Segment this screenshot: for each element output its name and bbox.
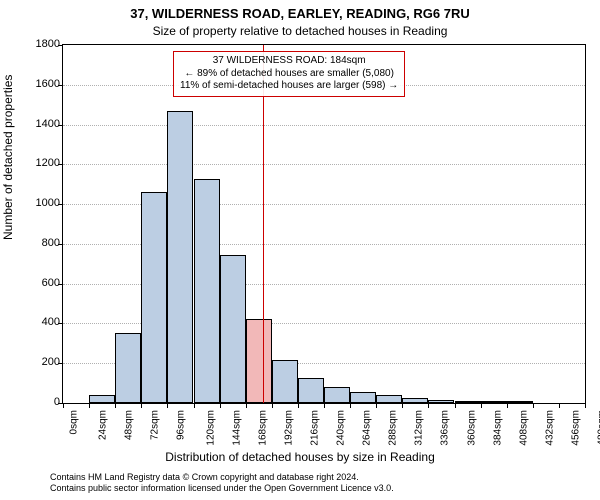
histogram-bar (167, 111, 193, 403)
xtick-mark (376, 403, 377, 408)
xtick-mark (350, 403, 351, 408)
xtick-label: 432sqm (544, 410, 555, 446)
xtick-label: 456sqm (570, 410, 581, 446)
histogram-bar (507, 401, 533, 403)
ytick-label: 1800 (24, 38, 60, 50)
ytick-label: 1600 (24, 78, 60, 90)
histogram-bar (220, 255, 246, 403)
xtick-mark (167, 403, 168, 408)
chart-title-line2: Size of property relative to detached ho… (0, 24, 600, 38)
xtick-label: 48sqm (124, 410, 135, 440)
histogram-bar (89, 395, 115, 403)
histogram-bar (428, 400, 454, 403)
annotation-line2: ← 89% of detached houses are smaller (5,… (180, 68, 398, 81)
xtick-mark (141, 403, 142, 408)
xtick-mark (455, 403, 456, 408)
xtick-mark (559, 403, 560, 408)
xtick-label: 384sqm (492, 410, 503, 446)
gridline (63, 164, 585, 165)
x-axis-label: Distribution of detached houses by size … (0, 450, 600, 464)
xtick-mark (533, 403, 534, 408)
ytick-label: 1200 (24, 157, 60, 169)
plot-area: 37 WILDERNESS ROAD: 184sqm ← 89% of deta… (62, 44, 586, 404)
ytick-label: 200 (24, 356, 60, 368)
annotation-box: 37 WILDERNESS ROAD: 184sqm ← 89% of deta… (173, 51, 405, 97)
xtick-mark (194, 403, 195, 408)
xtick-label: 168sqm (257, 410, 268, 446)
xtick-mark (324, 403, 325, 408)
xtick-mark (246, 403, 247, 408)
xtick-label: 0sqm (69, 410, 80, 434)
annotation-line1: 37 WILDERNESS ROAD: 184sqm (180, 55, 398, 68)
xtick-label: 408sqm (518, 410, 529, 446)
xtick-label: 192sqm (283, 410, 294, 446)
xtick-mark (428, 403, 429, 408)
ytick-label: 600 (24, 277, 60, 289)
histogram-bar (376, 395, 402, 403)
reference-line (263, 45, 264, 403)
xtick-label: 24sqm (98, 410, 109, 440)
xtick-mark (220, 403, 221, 408)
xtick-label: 312sqm (414, 410, 425, 446)
xtick-label: 120sqm (205, 410, 216, 446)
xtick-mark (272, 403, 273, 408)
xtick-label: 264sqm (361, 410, 372, 446)
ytick-label: 800 (24, 237, 60, 249)
histogram-bar (324, 387, 350, 403)
histogram-bar (141, 192, 167, 403)
ytick-label: 400 (24, 316, 60, 328)
xtick-mark (115, 403, 116, 408)
gridline (63, 125, 585, 126)
xtick-mark (507, 403, 508, 408)
xtick-mark (89, 403, 90, 408)
xtick-label: 96sqm (176, 410, 187, 440)
xtick-label: 360sqm (466, 410, 477, 446)
xtick-mark (298, 403, 299, 408)
histogram-bar (350, 392, 376, 403)
xtick-label: 144sqm (231, 410, 242, 446)
footer-line2: Contains public sector information licen… (50, 483, 394, 494)
xtick-mark (585, 403, 586, 408)
annotation-line3: 11% of semi-detached houses are larger (… (180, 80, 398, 93)
xtick-mark (481, 403, 482, 408)
histogram-bar (481, 401, 507, 403)
xtick-label: 216sqm (309, 410, 320, 446)
xtick-label: 240sqm (335, 410, 346, 446)
histogram-bar (402, 398, 428, 403)
ytick-label: 0 (24, 396, 60, 408)
xtick-label: 480sqm (596, 410, 600, 446)
histogram-bar (246, 319, 272, 403)
histogram-bar (455, 401, 481, 403)
footer-attribution: Contains HM Land Registry data © Crown c… (50, 472, 394, 494)
ytick-label: 1400 (24, 118, 60, 130)
chart-title-line1: 37, WILDERNESS ROAD, EARLEY, READING, RG… (0, 6, 600, 21)
y-axis-label: Number of detached properties (1, 75, 15, 240)
histogram-bar (115, 333, 141, 403)
xtick-label: 336sqm (440, 410, 451, 446)
xtick-label: 72sqm (150, 410, 161, 440)
xtick-mark (63, 403, 64, 408)
xtick-mark (402, 403, 403, 408)
ytick-label: 1000 (24, 197, 60, 209)
histogram-bar (272, 360, 298, 403)
histogram-bar (298, 378, 324, 403)
xtick-label: 288sqm (387, 410, 398, 446)
histogram-bar (194, 179, 220, 403)
footer-line1: Contains HM Land Registry data © Crown c… (50, 472, 394, 483)
